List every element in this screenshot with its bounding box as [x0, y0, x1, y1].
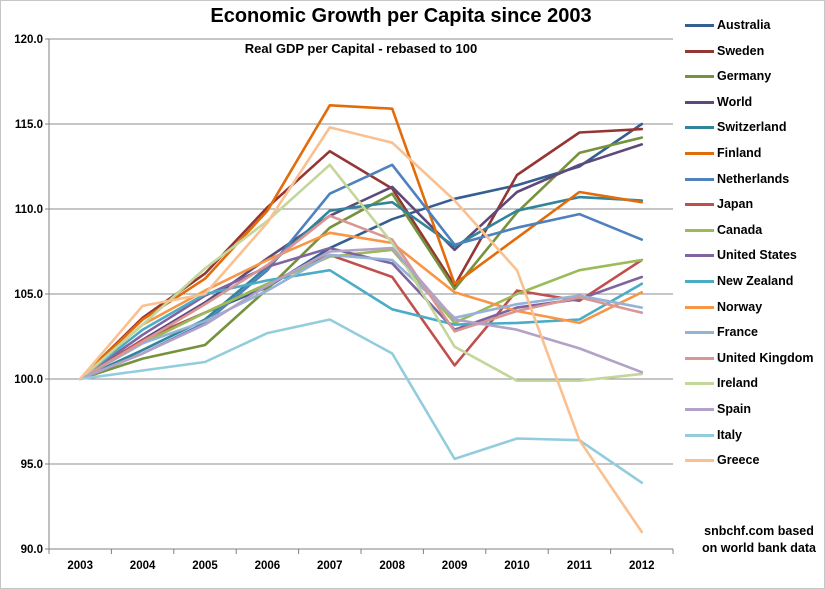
- legend-swatch: [685, 75, 714, 79]
- legend-item-italy: Italy: [685, 427, 814, 442]
- legend-label: Germany: [717, 69, 772, 84]
- legend-item-spain: Spain: [685, 401, 814, 416]
- series-line-ireland: [78, 163, 644, 383]
- legend-swatch: [685, 433, 714, 437]
- legend-swatch: [685, 382, 714, 386]
- y-axis-label: 95.0: [21, 459, 43, 471]
- legend-label: Norway: [717, 299, 763, 314]
- x-axis-label: 2010: [504, 560, 530, 572]
- legend-swatch: [685, 126, 714, 130]
- x-axis-label: 2011: [567, 560, 593, 572]
- legend-swatch: [685, 254, 714, 258]
- legend-label: France: [717, 325, 758, 340]
- legend-label: New Zealand: [717, 273, 794, 288]
- series-line-canada: [78, 248, 644, 381]
- legend-swatch: [685, 459, 714, 463]
- legend-item-switzerland: Switzerland: [685, 121, 814, 134]
- series-line-switzerland: [78, 195, 644, 381]
- legend-swatch: [685, 279, 714, 283]
- legend: Australia Sweden Germany World Switzerland Fi…: [685, 19, 814, 467]
- legend-item-australia: Australia: [685, 19, 814, 32]
- x-axis-label: 2004: [130, 560, 156, 572]
- y-axis-label: 100.0: [14, 374, 43, 386]
- legend-item-norway: Norway: [685, 299, 814, 314]
- series-line-new-zealand: [78, 268, 644, 381]
- legend-label: Japan: [717, 197, 754, 212]
- x-axis-label: 2009: [442, 560, 468, 572]
- chart-title: Economic Growth per Capita since 2003: [210, 5, 592, 27]
- y-axis-label: 115.0: [15, 119, 43, 131]
- legend-item-ireland: Ireland: [685, 377, 814, 390]
- y-axis-label: 90.0: [21, 544, 43, 556]
- y-axis-label: 120.0: [14, 34, 43, 46]
- legend-label: Greece: [717, 453, 760, 468]
- legend-item-netherlands: Netherlands: [685, 171, 814, 186]
- legend-label: Italy: [717, 427, 743, 442]
- legend-label: Finland: [717, 145, 762, 160]
- attribution-line-2: on world bank data: [702, 541, 816, 555]
- legend-swatch: [685, 331, 714, 335]
- series-line-japan: [78, 253, 644, 381]
- legend-item-united-kingdom: United Kingdom: [685, 350, 814, 365]
- legend-item-united-states: United States: [685, 249, 814, 262]
- series-line-france: [78, 253, 644, 381]
- legend-label: United States: [717, 248, 797, 263]
- legend-item-canada: Canada: [685, 222, 814, 237]
- legend-swatch: [685, 305, 714, 309]
- series-line-netherlands: [78, 163, 644, 381]
- legend-label: Switzerland: [717, 120, 787, 135]
- legend-label: World: [717, 94, 753, 109]
- series-line-germany: [78, 136, 644, 381]
- legend-item-finland: Finland: [685, 145, 814, 160]
- legend-swatch: [685, 228, 714, 232]
- legend-item-greece: Greece: [685, 454, 814, 467]
- legend-swatch: [685, 151, 714, 155]
- legend-swatch: [685, 49, 714, 53]
- x-axis-label: 2008: [379, 560, 405, 572]
- legend-label: Netherlands: [717, 171, 790, 186]
- legend-swatch: [685, 24, 714, 27]
- legend-swatch: [685, 407, 714, 411]
- legend-item-germany: Germany: [685, 70, 814, 83]
- attribution: snbchf.com based on world bank data: [695, 523, 823, 557]
- legend-label: Canada: [717, 222, 763, 237]
- x-axis-label: 2003: [67, 560, 93, 572]
- series-line-italy: [78, 318, 644, 485]
- series-line-world: [78, 143, 644, 381]
- x-axis-label: 2006: [255, 560, 281, 572]
- series-line-spain: [78, 246, 644, 381]
- y-axis-label: 110.0: [15, 204, 43, 216]
- chart-subtitle: Real GDP per Capital - rebased to 100: [244, 41, 478, 56]
- legend-item-new-zealand: New Zealand: [685, 273, 814, 288]
- series-line-greece: [78, 126, 644, 534]
- series-line-united-kingdom: [78, 214, 644, 381]
- y-axis-label: 105.0: [14, 289, 43, 301]
- legend-label: United Kingdom: [717, 350, 814, 365]
- legend-label: Ireland: [717, 376, 758, 391]
- x-axis-label: 2012: [629, 560, 655, 572]
- legend-item-japan: Japan: [685, 198, 814, 211]
- legend-item-france: France: [685, 326, 814, 339]
- legend-swatch: [685, 177, 714, 181]
- legend-label: Spain: [717, 401, 752, 416]
- legend-swatch: [685, 356, 714, 360]
- legend-item-world: World: [685, 94, 814, 109]
- x-axis-label: 2005: [192, 560, 218, 572]
- legend-label: Sweden: [717, 43, 765, 58]
- legend-item-sweden: Sweden: [685, 43, 814, 58]
- x-axis-label: 2007: [317, 560, 343, 572]
- attribution-line-1: snbchf.com based: [704, 524, 814, 538]
- legend-swatch: [685, 203, 714, 207]
- series-line-norway: [78, 231, 644, 381]
- legend-label: Australia: [717, 18, 771, 32]
- legend-swatch: [685, 100, 714, 104]
